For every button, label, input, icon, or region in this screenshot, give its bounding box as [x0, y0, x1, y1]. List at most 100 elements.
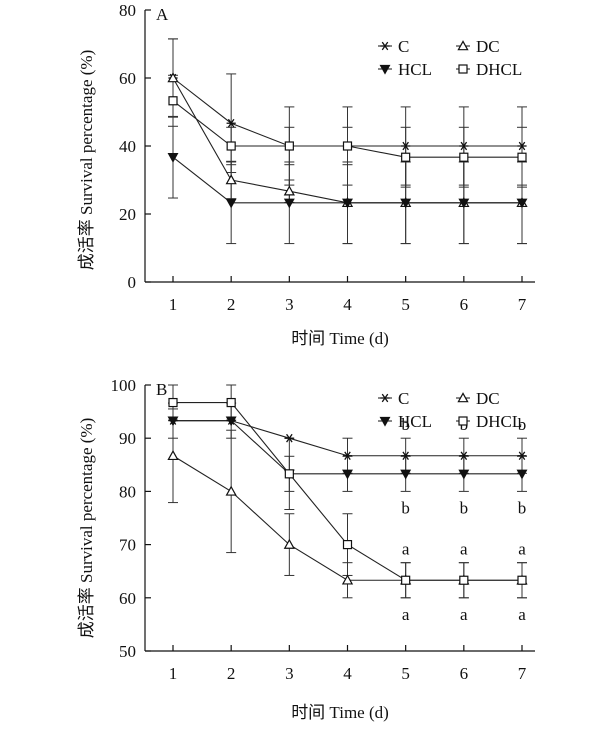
x-tick-label: 4: [343, 295, 352, 314]
marker-stroke: [286, 433, 293, 443]
data-point-c: [284, 433, 294, 443]
y-tick-label: 60: [119, 69, 136, 88]
data-point-dhcl: [168, 397, 178, 408]
data-point-dhcl: [226, 397, 236, 408]
data-point-hcl: [225, 416, 237, 427]
data-point-dhcl: [168, 96, 178, 106]
legend: C DC HCL DHCL: [378, 389, 522, 431]
data-point-c: [517, 141, 527, 151]
data-point-dhcl: [342, 141, 353, 151]
y-tick-label: 20: [119, 205, 136, 224]
legend-marker: [458, 64, 468, 74]
significance-letter: a: [460, 540, 468, 559]
legend-item-dhcl: DHCL: [456, 60, 522, 79]
y-tick-label: 0: [128, 273, 137, 292]
y-tick-label: 70: [119, 536, 136, 555]
marker-stroke: [344, 451, 351, 461]
data-point-hcl: [167, 153, 179, 163]
data-point-c: [342, 451, 353, 461]
significance-letter: a: [518, 540, 526, 559]
legend-label: DC: [476, 37, 500, 56]
legend-marker: [457, 40, 469, 51]
legend-marker: [458, 416, 468, 426]
panel-b: B 成活率 Survival percentage (%) 时间 Time (d…: [77, 376, 535, 722]
x-tick-label: 1: [169, 295, 178, 314]
x-tick-label: 1: [169, 664, 178, 683]
data-point-hcl: [167, 416, 179, 427]
significance-letter: b: [518, 415, 527, 434]
legend-label: C: [398, 389, 409, 408]
data-point-hcl: [225, 198, 237, 209]
plot-marks: 50607080901001234567bbbaaabbbaaa: [111, 376, 528, 683]
panel-label: A: [156, 5, 169, 24]
data-point-hcl: [400, 469, 412, 480]
data-point-hcl: [458, 469, 470, 480]
legend-label: C: [398, 37, 409, 56]
marker-stroke: [460, 451, 468, 461]
data-point-dhcl: [517, 152, 527, 162]
x-axis-label: 时间 Time (d): [291, 703, 389, 722]
marker-stroke: [518, 141, 526, 151]
data-point-c: [226, 118, 236, 128]
data-point-dhcl: [226, 141, 236, 151]
marker-stroke: [402, 141, 409, 151]
y-tick-label: 40: [119, 137, 136, 156]
x-tick-label: 2: [227, 295, 236, 314]
data-point-c: [459, 141, 469, 151]
data-point-hcl: [458, 198, 470, 209]
legend-label: HCL: [398, 60, 432, 79]
panel-label: B: [156, 380, 167, 399]
marker-stroke: [518, 451, 526, 461]
data-point-dhcl: [517, 575, 527, 585]
data-point-dhcl: [401, 152, 411, 162]
data-point-c: [401, 451, 411, 461]
legend-label: DHCL: [476, 412, 522, 431]
marker-stroke: [381, 41, 389, 51]
data-point-dc: [341, 574, 354, 585]
significance-letter: a: [402, 605, 410, 624]
data-point-dhcl: [284, 141, 294, 151]
data-point-dc: [225, 485, 237, 496]
y-tick-label: 90: [119, 429, 136, 448]
marker-stroke: [402, 451, 409, 461]
x-tick-label: 4: [343, 664, 352, 683]
legend-item-hcl: HCL: [378, 60, 432, 79]
marker-stroke: [227, 118, 235, 128]
legend-item-dhcl: DHCL: [456, 412, 522, 431]
x-tick-label: 7: [518, 295, 527, 314]
data-point-dc: [167, 72, 179, 83]
data-point-dhcl: [459, 152, 469, 162]
data-point-hcl: [342, 469, 353, 480]
legend-marker: [457, 392, 469, 403]
x-axis-label: 时间 Time (d): [291, 329, 389, 348]
legend-marker: [380, 393, 390, 403]
legend-item-c: C: [378, 37, 409, 56]
data-point-dhcl: [459, 575, 469, 585]
significance-letter: b: [460, 498, 469, 517]
y-axis-label: 成活率 Survival percentage (%): [77, 418, 96, 638]
legend-marker: [379, 64, 391, 75]
data-point-c: [517, 451, 527, 461]
y-tick-label: 80: [119, 1, 136, 20]
data-point-c: [459, 451, 469, 461]
legend-item-dc: DC: [456, 389, 500, 408]
data-point-dhcl: [342, 539, 353, 550]
legend-item-hcl: HCL: [378, 412, 432, 431]
data-point-hcl: [283, 198, 295, 209]
data-point-dc: [283, 185, 295, 196]
significance-letter: a: [460, 605, 468, 624]
y-tick-label: 50: [119, 642, 136, 661]
x-tick-label: 5: [401, 664, 410, 683]
legend-label: HCL: [398, 412, 432, 431]
legend-item-dc: DC: [456, 37, 500, 56]
legend-label: DC: [476, 389, 500, 408]
data-point-hcl: [342, 198, 353, 209]
significance-letter: b: [401, 498, 410, 517]
significance-letter: b: [518, 498, 527, 517]
y-tick-label: 80: [119, 482, 136, 501]
y-axis-label: 成活率 Survival percentage (%): [77, 50, 96, 270]
significance-letter: a: [518, 605, 526, 624]
data-point-hcl: [516, 198, 528, 209]
